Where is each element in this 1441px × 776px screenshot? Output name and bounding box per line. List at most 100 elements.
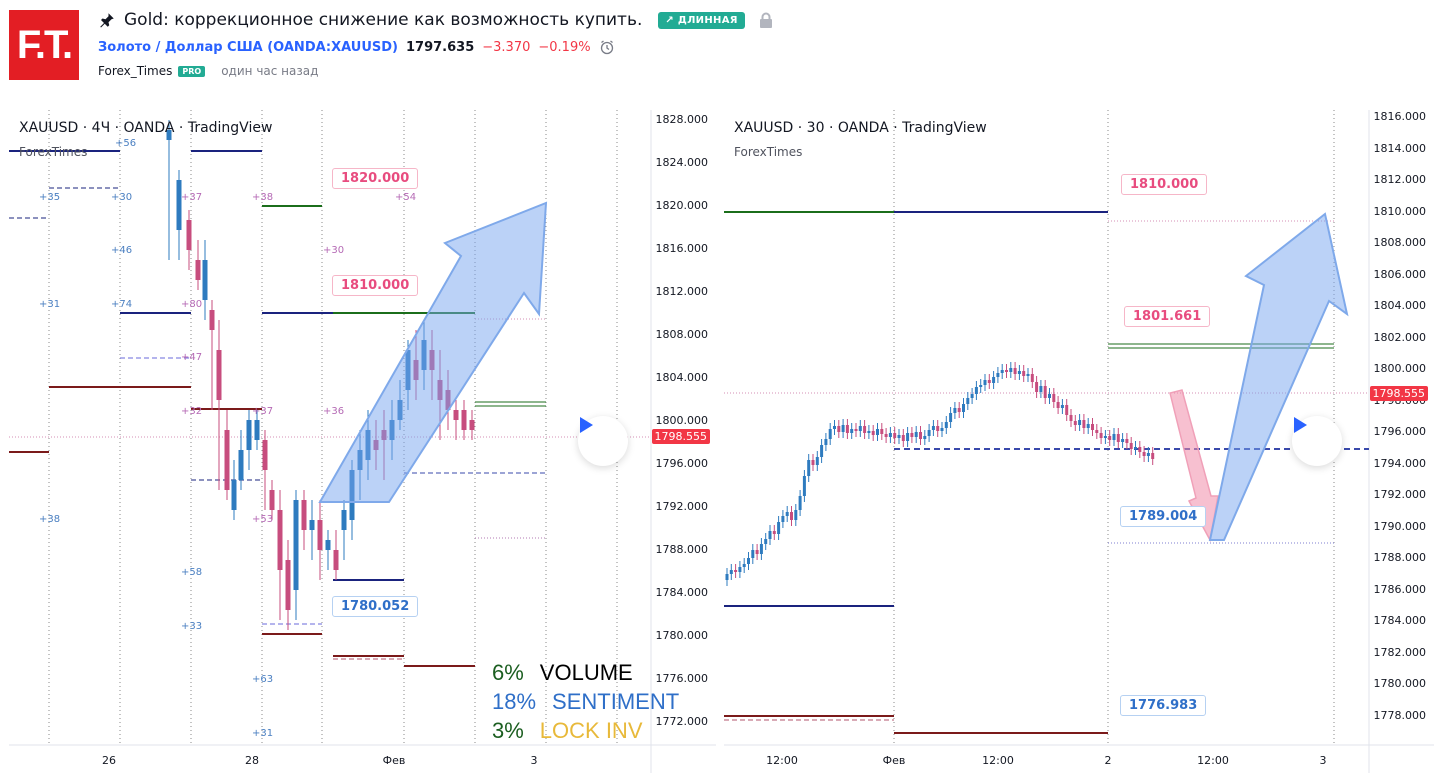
candle-body (785, 512, 789, 516)
candle-body (906, 433, 910, 441)
resistance-price-callout: 1801.661 (1124, 306, 1211, 327)
level-annotation: +74 (111, 299, 133, 310)
level-annotation: +80 (181, 299, 203, 310)
long-badge-label: ДЛИННАЯ (677, 14, 738, 26)
candle-body (1052, 394, 1056, 402)
stat-row-volume: 6% VOLUME (492, 658, 679, 687)
candle-body (1095, 430, 1099, 433)
candle-body (914, 432, 918, 437)
time-axis-label: 3 (530, 754, 538, 767)
candle-body (772, 531, 776, 534)
candle-body (277, 510, 283, 570)
level-annotation: +30 (323, 245, 345, 256)
stat-pct: 3% (492, 718, 524, 743)
chart-30m-canvas[interactable] (724, 110, 1434, 773)
price-axis-label: 1824.000 (655, 156, 709, 169)
author-name[interactable]: Forex_Times (98, 64, 173, 78)
current-price-label: 1798.555 (651, 429, 710, 444)
symbol-link[interactable]: Золото / Доллар США (OANDA:XAUUSD) (98, 39, 398, 55)
candle-body (325, 540, 331, 550)
candle-body (1060, 405, 1064, 408)
chart-30m[interactable]: XAUUSD · 30 · OANDA · TradingView ForexT… (724, 110, 1434, 773)
level-annotation: +31 (252, 728, 274, 739)
candle-body (953, 408, 957, 413)
candle-body (854, 429, 858, 431)
support-price-callout: 1780.052 (332, 596, 419, 617)
candle-body (254, 420, 260, 440)
price-axis-label: 1784.000 (655, 586, 709, 599)
candle-body (807, 460, 811, 476)
candle-body (962, 404, 965, 412)
price-axis-label: 1792.000 (655, 500, 709, 513)
chart-4h-canvas[interactable] (9, 110, 716, 773)
candle-body (897, 435, 901, 438)
candle-body (224, 430, 230, 490)
price-axis-label: 1792.000 (1373, 488, 1427, 501)
candle-body (301, 500, 307, 530)
price-axis-label: 1800.000 (655, 414, 709, 427)
price-axis-label: 1802.000 (1373, 331, 1427, 344)
price-axis-label: 1776.000 (655, 672, 709, 685)
candle-body (341, 510, 347, 530)
candle-body (1086, 424, 1090, 428)
candle-body (202, 260, 208, 300)
candle-body (755, 550, 759, 554)
candle-body (936, 426, 940, 431)
support-price-callout: 1776.983 (1120, 695, 1207, 716)
candle-body (1056, 402, 1060, 408)
candle-body (931, 426, 935, 430)
price-axis-label: 1816.000 (1373, 110, 1427, 123)
candle-body (186, 220, 192, 250)
candle-body (1009, 368, 1013, 372)
candle-body (195, 260, 201, 280)
lock-icon (759, 12, 772, 28)
price-axis-label: 1806.000 (1373, 268, 1427, 281)
candle-body (833, 426, 836, 429)
candle-body (738, 567, 742, 572)
candle-body (1000, 370, 1004, 373)
candle-body (992, 377, 996, 383)
candle-body (824, 439, 828, 445)
candle-body (262, 440, 268, 470)
pin-icon (100, 13, 114, 28)
candle-body (828, 429, 832, 439)
candle-body (293, 500, 299, 590)
candle-body (759, 544, 763, 554)
candle-body (1022, 371, 1026, 376)
price-axis-label: 1784.000 (1373, 614, 1427, 627)
level-annotation: +56 (115, 138, 137, 149)
candle-body (1116, 434, 1120, 442)
price-axis-label: 1816.000 (655, 242, 709, 255)
forecast-up-arrow (318, 201, 548, 503)
level-annotation: +35 (39, 192, 61, 203)
candle-body (309, 520, 315, 530)
candle-body (1026, 374, 1030, 376)
price-axis-label: 1790.000 (1373, 520, 1427, 533)
idea-title-row: Gold: коррекционное снижение как возможн… (98, 10, 773, 30)
candle-body (734, 570, 738, 572)
candle-body (811, 460, 815, 465)
candle-body (910, 433, 914, 437)
price-axis-label: 1812.000 (655, 285, 709, 298)
play-replay-button[interactable] (1292, 416, 1342, 466)
candle-body (238, 450, 244, 480)
target-price-callout: 1810.000 (332, 275, 419, 296)
candle-body (1030, 374, 1034, 382)
idea-title: Gold: коррекционное снижение как возможн… (124, 10, 643, 30)
level-annotation: +58 (181, 567, 203, 578)
candle-body (970, 394, 974, 398)
publish-time: один час назад (221, 64, 319, 78)
alarm-clock-icon[interactable] (599, 39, 615, 55)
candle-body (1134, 447, 1137, 449)
play-replay-button[interactable] (578, 416, 628, 466)
candle-body (1108, 436, 1112, 440)
time-axis-label: 12:00 (1197, 754, 1229, 767)
price-axis-label: 1772.000 (655, 715, 709, 728)
chart-4h[interactable]: XAUUSD · 4Ч · OANDA · TradingView ForexT… (9, 110, 716, 773)
price-axis-label: 1804.000 (1373, 299, 1427, 312)
price-axis-label: 1800.000 (1373, 362, 1427, 375)
candle-body (781, 516, 785, 522)
candle-body (777, 522, 781, 534)
author-logo[interactable]: F.T. (9, 10, 79, 80)
level-annotation: +33 (181, 621, 203, 632)
